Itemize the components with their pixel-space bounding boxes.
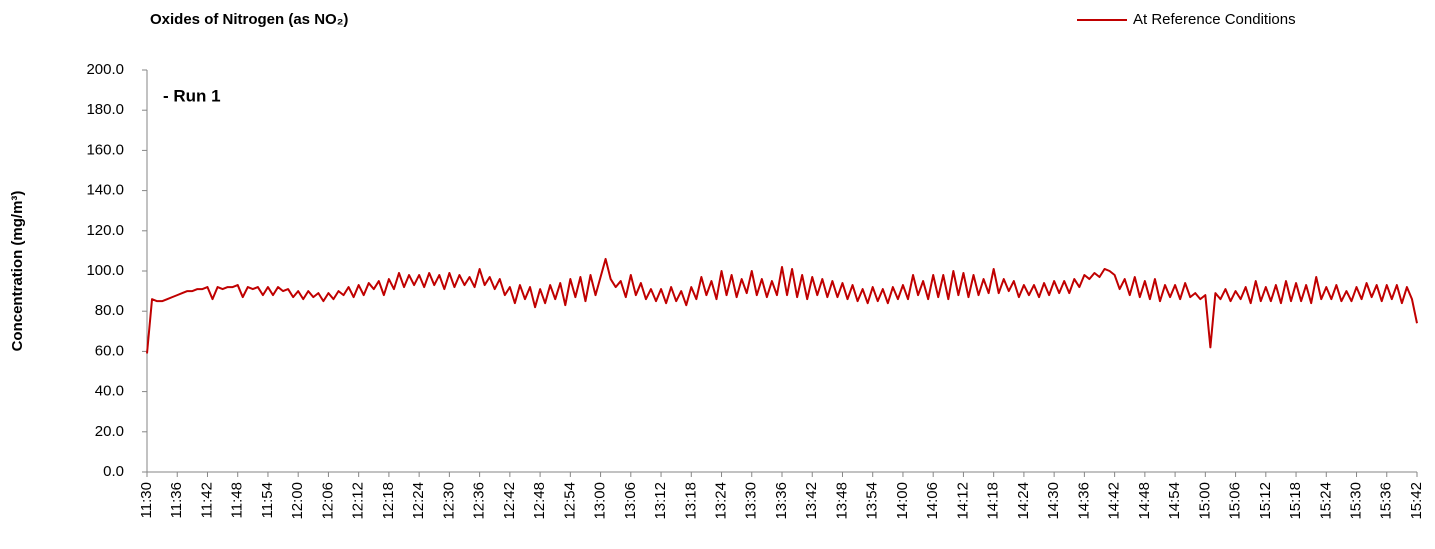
x-tick-label: 13:24 <box>712 482 729 520</box>
x-tick-label: 14:54 <box>1166 482 1183 520</box>
y-tick-label: 160.0 <box>86 141 124 158</box>
x-tick-label: 11:36 <box>168 482 185 518</box>
x-tick-label: 13:00 <box>592 482 609 520</box>
x-tick-label: 14:18 <box>985 482 1002 520</box>
y-tick-label: 140.0 <box>86 182 124 199</box>
x-tick-label: 12:18 <box>380 482 397 520</box>
x-tick-label: 15:00 <box>1196 482 1213 520</box>
x-tick-label: 12:54 <box>561 482 578 520</box>
data-line <box>146 257 1418 354</box>
y-tick-label: 0.0 <box>103 463 124 480</box>
x-tick-label: 13:30 <box>743 482 760 520</box>
x-tick-label: 14:36 <box>1075 482 1092 520</box>
x-tick-label: 13:42 <box>803 482 820 520</box>
x-tick-label: 12:24 <box>410 482 427 520</box>
x-tick-label: 14:06 <box>924 482 941 520</box>
x-tick-label: 15:42 <box>1408 482 1425 520</box>
x-tick-label: 12:42 <box>501 482 518 520</box>
x-tick-label: 12:06 <box>319 482 336 520</box>
x-tick-label: 12:36 <box>471 482 488 520</box>
x-tick-label: 15:30 <box>1347 482 1364 520</box>
x-tick-label: 12:00 <box>289 482 306 520</box>
x-tick-label: 14:48 <box>1136 482 1153 520</box>
x-tick-label: 14:42 <box>1106 482 1123 520</box>
y-tick-label: 40.0 <box>95 383 124 400</box>
x-tick-label: 15:24 <box>1317 482 1334 520</box>
x-tick-label: 13:12 <box>652 482 669 520</box>
x-tick-label: 15:06 <box>1227 482 1244 520</box>
y-tick-label: 20.0 <box>95 423 124 440</box>
x-tick-label: 13:36 <box>773 482 790 520</box>
legend-label: At Reference Conditions <box>1133 11 1296 28</box>
y-tick-label: 60.0 <box>95 342 124 359</box>
x-tick-label: 13:18 <box>682 482 699 520</box>
x-tick-label: 14:24 <box>1015 482 1032 520</box>
x-tick-label: 14:12 <box>954 482 971 520</box>
x-tick-label: 13:54 <box>864 482 881 520</box>
chart-title: Oxides of Nitrogen (as NO₂) <box>150 11 348 28</box>
y-tick-label: 180.0 <box>86 101 124 118</box>
x-tick-label: 13:06 <box>622 482 639 520</box>
x-tick-label: 12:30 <box>440 482 457 520</box>
y-axis-label: Concentration (mg/m³) <box>9 191 26 352</box>
x-tick-label: 15:36 <box>1378 482 1395 520</box>
x-tick-label: 13:48 <box>833 482 850 520</box>
x-tick-label: 11:48 <box>229 482 246 518</box>
x-tick-label: 12:12 <box>350 482 367 520</box>
y-tick-label: 200.0 <box>86 61 124 78</box>
x-tick-label: 11:54 <box>259 482 276 518</box>
y-tick-label: 80.0 <box>95 302 124 319</box>
x-tick-label: 15:18 <box>1287 482 1304 520</box>
y-tick-label: 100.0 <box>86 262 124 279</box>
x-tick-label: 15:12 <box>1257 482 1274 520</box>
x-tick-label: 14:30 <box>1045 482 1062 520</box>
y-tick-label: 120.0 <box>86 222 124 239</box>
annotation: - Run 1 <box>163 86 221 105</box>
x-tick-label: 11:42 <box>198 482 215 518</box>
x-tick-label: 14:00 <box>894 482 911 520</box>
x-tick-label: 11:30 <box>138 482 155 518</box>
x-tick-label: 12:48 <box>531 482 548 520</box>
